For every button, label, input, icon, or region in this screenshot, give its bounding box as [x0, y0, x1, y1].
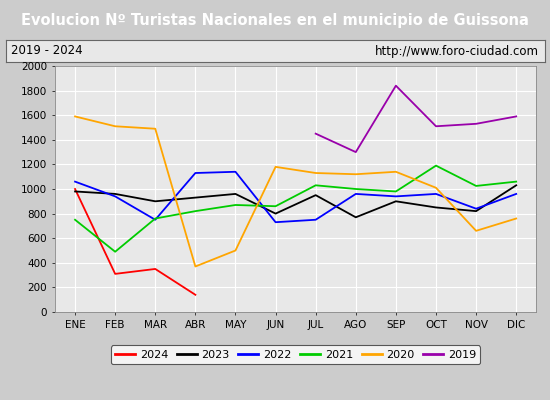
Legend: 2024, 2023, 2022, 2021, 2020, 2019: 2024, 2023, 2022, 2021, 2020, 2019: [111, 345, 481, 364]
Text: 2019 - 2024: 2019 - 2024: [11, 44, 82, 58]
Text: Evolucion Nº Turistas Nacionales en el municipio de Guissona: Evolucion Nº Turistas Nacionales en el m…: [21, 12, 529, 28]
Text: http://www.foro-ciudad.com: http://www.foro-ciudad.com: [375, 44, 539, 58]
